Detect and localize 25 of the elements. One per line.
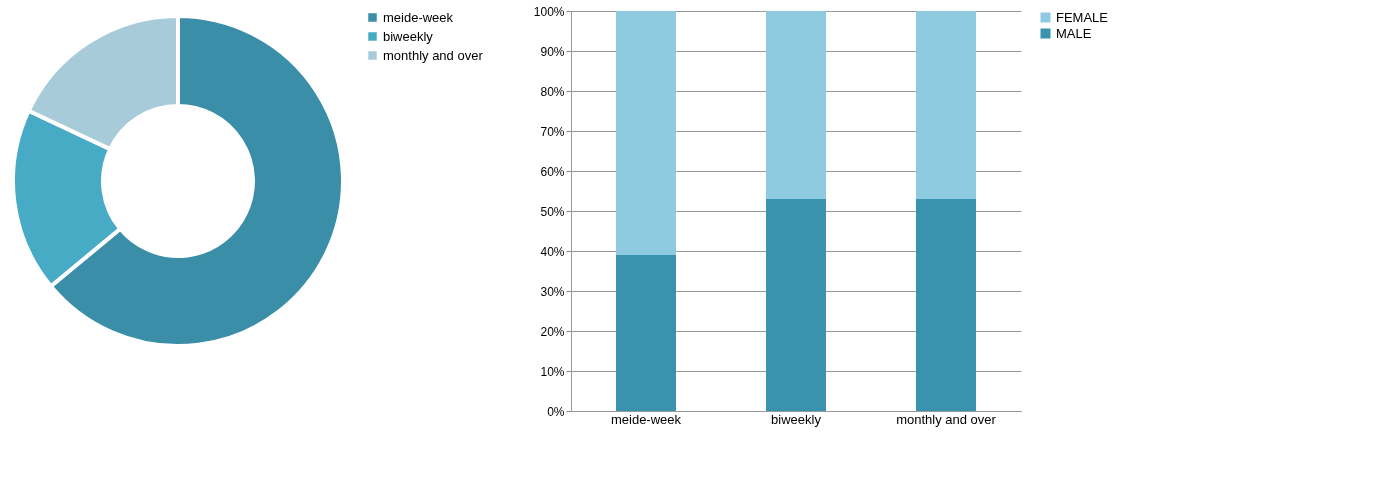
y-tick-label: 90% (540, 44, 565, 59)
legend-label: meide-week (383, 9, 454, 25)
y-tick-label: 20% (540, 324, 565, 339)
legend-label: biweekly (383, 28, 434, 44)
y-tick-label: 40% (540, 244, 565, 259)
y-tick-label: 70% (540, 124, 565, 139)
y-tick-label: 80% (540, 84, 565, 99)
y-tick-label: 10% (540, 364, 565, 379)
bar (916, 11, 976, 199)
bar (766, 11, 826, 199)
legend-label: FEMALE (1056, 9, 1109, 25)
y-tick-label: 0% (547, 404, 565, 419)
y-tick-label: 60% (540, 164, 565, 179)
legend-label: MALE (1056, 25, 1092, 41)
legend-label: monthly and over (383, 47, 484, 63)
bar (616, 255, 676, 411)
bar (916, 199, 976, 411)
bar (616, 11, 676, 255)
y-tick-label: 100% (533, 4, 565, 19)
x-tick-label: biweekly (771, 411, 822, 427)
x-tick-label: meide-week (610, 411, 682, 427)
x-tick-label: monthly and over (896, 411, 997, 427)
y-tick-label: 30% (540, 284, 565, 299)
bar (766, 199, 826, 411)
y-tick-label: 50% (540, 204, 565, 219)
